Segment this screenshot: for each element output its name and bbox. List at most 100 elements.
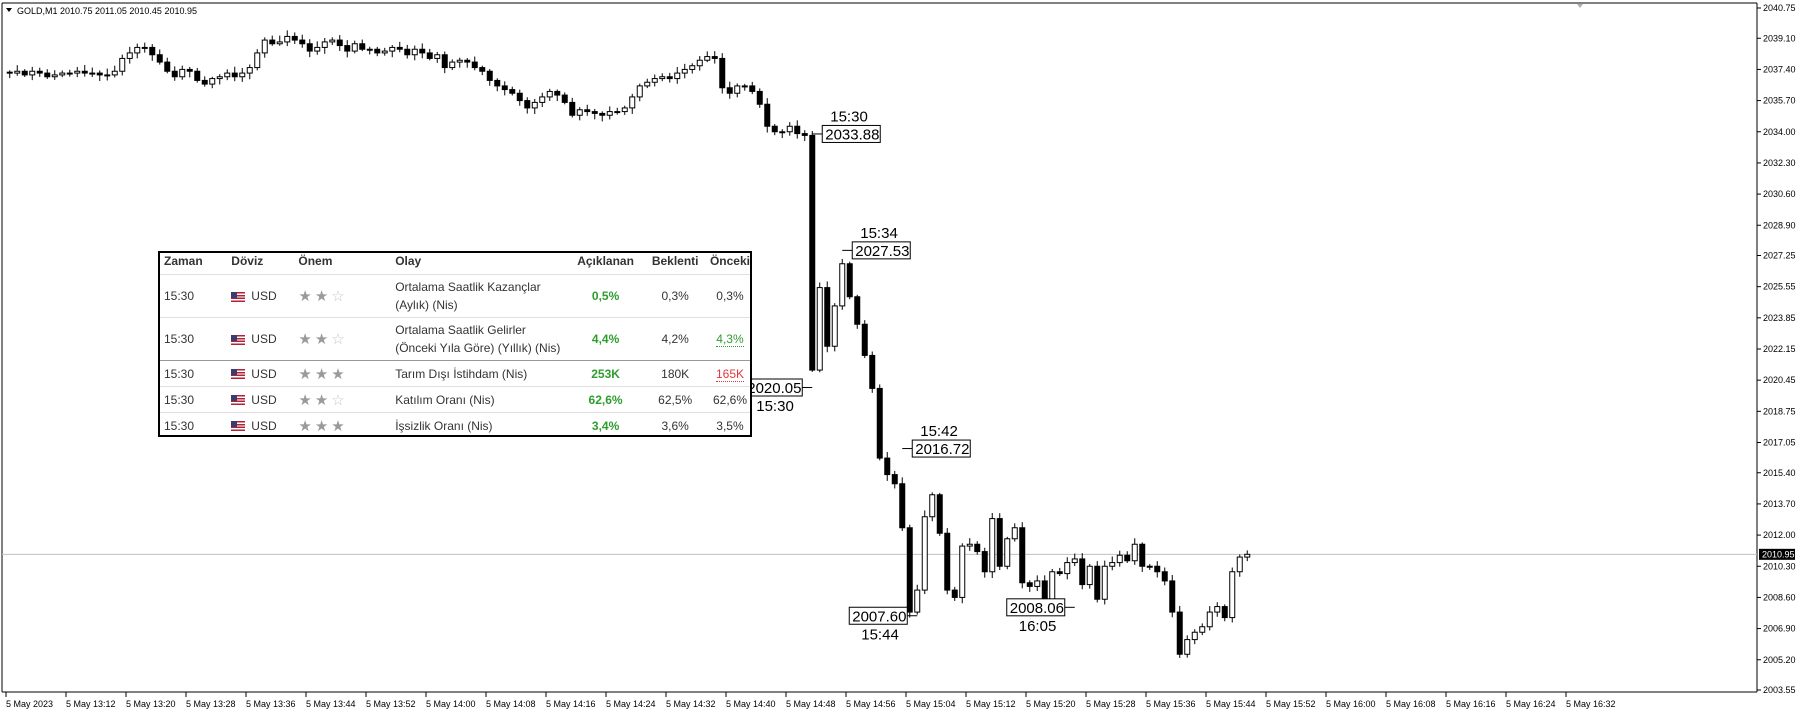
candle — [1131, 538, 1138, 565]
price-annotations: 2033.8815:302020.0515:302027.5315:342016… — [743, 108, 1075, 643]
candle-body — [59, 72, 66, 76]
candle — [486, 69, 493, 86]
annotation-box — [1006, 598, 1066, 617]
candle-body — [269, 39, 276, 45]
row-event[interactable]: İşsizlik Oranı (Nis) — [395, 418, 493, 433]
candle-body — [471, 61, 478, 69]
candle-body — [884, 457, 891, 476]
candle-body — [291, 35, 298, 41]
row-event[interactable]: Tarım Dışı İstihdam (Nis) — [395, 366, 528, 381]
star-icon: ★ — [314, 288, 329, 305]
candle — [1244, 550, 1251, 562]
row-event-detail[interactable]: (Aylık) (Nis) — [395, 298, 458, 312]
x-tick-label: 5 May 13:36 — [246, 699, 296, 709]
y-tick-label: 2025.55 — [1763, 282, 1796, 292]
candle — [1206, 606, 1213, 631]
us-flag-icon — [231, 395, 246, 406]
candle-body — [1154, 565, 1161, 573]
candle-body — [1176, 611, 1183, 655]
header-currency[interactable]: Döviz — [231, 254, 264, 268]
y-tick-label: 2023.85 — [1763, 313, 1796, 323]
star-icon: ★ — [331, 417, 345, 435]
y-tick-label: 2017.05 — [1763, 438, 1796, 448]
header-forecast[interactable]: Beklenti — [651, 254, 699, 268]
candle-body — [524, 100, 531, 109]
row-forecast: 0,3% — [640, 274, 706, 318]
candle — [1176, 605, 1183, 658]
candle-body — [1034, 580, 1041, 587]
annotation-time: 16:05 — [1019, 618, 1057, 635]
candle-body — [284, 35, 291, 43]
candle — [554, 89, 561, 102]
header-time[interactable]: Zaman — [164, 254, 203, 268]
candle — [1169, 574, 1176, 618]
candle — [381, 47, 388, 56]
candle-body — [734, 85, 741, 94]
row-previous: 4,3% — [716, 332, 744, 347]
candle — [801, 130, 808, 142]
candle — [426, 48, 433, 61]
candle-body — [51, 74, 58, 78]
y-tick-label: 2010.30 — [1763, 561, 1796, 571]
current-price-tag: 2010.95 — [1759, 548, 1795, 560]
candle-body — [501, 85, 508, 91]
table-row[interactable]: 15:30 USD ★ ★ ★ İşsizlik Oranı (Nis) 3,4% 3,6% 3… — [160, 412, 750, 438]
annotation-price: 2033.88 — [825, 126, 879, 143]
candle-body — [974, 543, 981, 553]
annotation-price: 2016.72 — [915, 441, 969, 458]
candle-body — [1221, 606, 1228, 619]
candle — [216, 74, 223, 85]
candle — [231, 66, 238, 82]
y-tick-label: 2012.00 — [1763, 530, 1796, 540]
x-tick-label: 5 May 15:12 — [966, 699, 1016, 709]
candle — [1004, 536, 1011, 570]
row-event[interactable]: Ortalama Saatlik Kazançlar — [395, 280, 541, 294]
candle-body — [629, 96, 636, 109]
table-row[interactable]: 15:30 USD ★ ★ ★ Tarım Dışı İstihdam (Nis) 253K… — [160, 360, 750, 387]
annotation-time: 15:44 — [861, 626, 899, 643]
row-event-detail[interactable]: (Önceki Yıla Göre) (Yıllık) (Nis) — [395, 341, 561, 355]
candle — [501, 81, 508, 96]
candle-body — [741, 85, 748, 88]
candle-body — [1071, 558, 1078, 564]
y-tick-label: 2022.15 — [1763, 344, 1796, 354]
header-previous[interactable]: Önceki — [709, 254, 750, 268]
candle-body — [246, 67, 253, 74]
candle — [471, 56, 478, 71]
candle — [321, 38, 328, 54]
candle-body — [1056, 571, 1063, 575]
candle — [764, 98, 771, 133]
row-event[interactable]: Ortalama Saatlik Gelirler — [395, 323, 526, 337]
x-tick-label: 5 May 14:48 — [786, 699, 836, 709]
table-row[interactable]: 15:30 USD ★ ★ ☆ Ortalama Saatlik Gelirler (Önc… — [160, 317, 750, 361]
candle — [1236, 554, 1243, 577]
shift-marker-icon[interactable] — [1577, 4, 1583, 8]
x-tick-label: 5 May 15:44 — [1206, 699, 1256, 709]
candle — [824, 281, 831, 353]
x-tick-label: 5 May 15:28 — [1086, 699, 1136, 709]
header-actual[interactable]: Açıklanan — [577, 254, 634, 268]
x-tick-label: 5 May 14:00 — [426, 699, 476, 709]
candle-body — [651, 78, 658, 83]
candle — [119, 54, 126, 76]
candle — [201, 76, 208, 87]
us-flag-icon — [231, 334, 246, 345]
candle — [314, 41, 321, 55]
table-row[interactable]: 15:30 USD ★ ★ ☆ Ortalama Saatlik Kazançlar (Ay… — [160, 274, 750, 318]
table-row[interactable]: 15:30 USD ★ ★ ☆ Katılım Oranı (Nis) 62,6% 62,5%… — [160, 386, 750, 413]
header-importance[interactable]: Önem — [298, 254, 333, 268]
row-event[interactable]: Katılım Oranı (Nis) — [395, 392, 495, 407]
candle-body — [479, 67, 486, 72]
row-time: 15:30 — [160, 317, 228, 361]
annotation-box — [911, 439, 971, 458]
header-event[interactable]: Olay — [395, 254, 422, 268]
candle-body — [209, 78, 216, 85]
candle-body — [1086, 565, 1093, 586]
chevron-down-icon[interactable] — [6, 8, 12, 12]
candle-body — [1146, 565, 1153, 568]
candle-body — [794, 125, 801, 135]
candle — [936, 492, 943, 536]
us-flag-icon — [231, 421, 246, 432]
candle — [254, 49, 261, 71]
